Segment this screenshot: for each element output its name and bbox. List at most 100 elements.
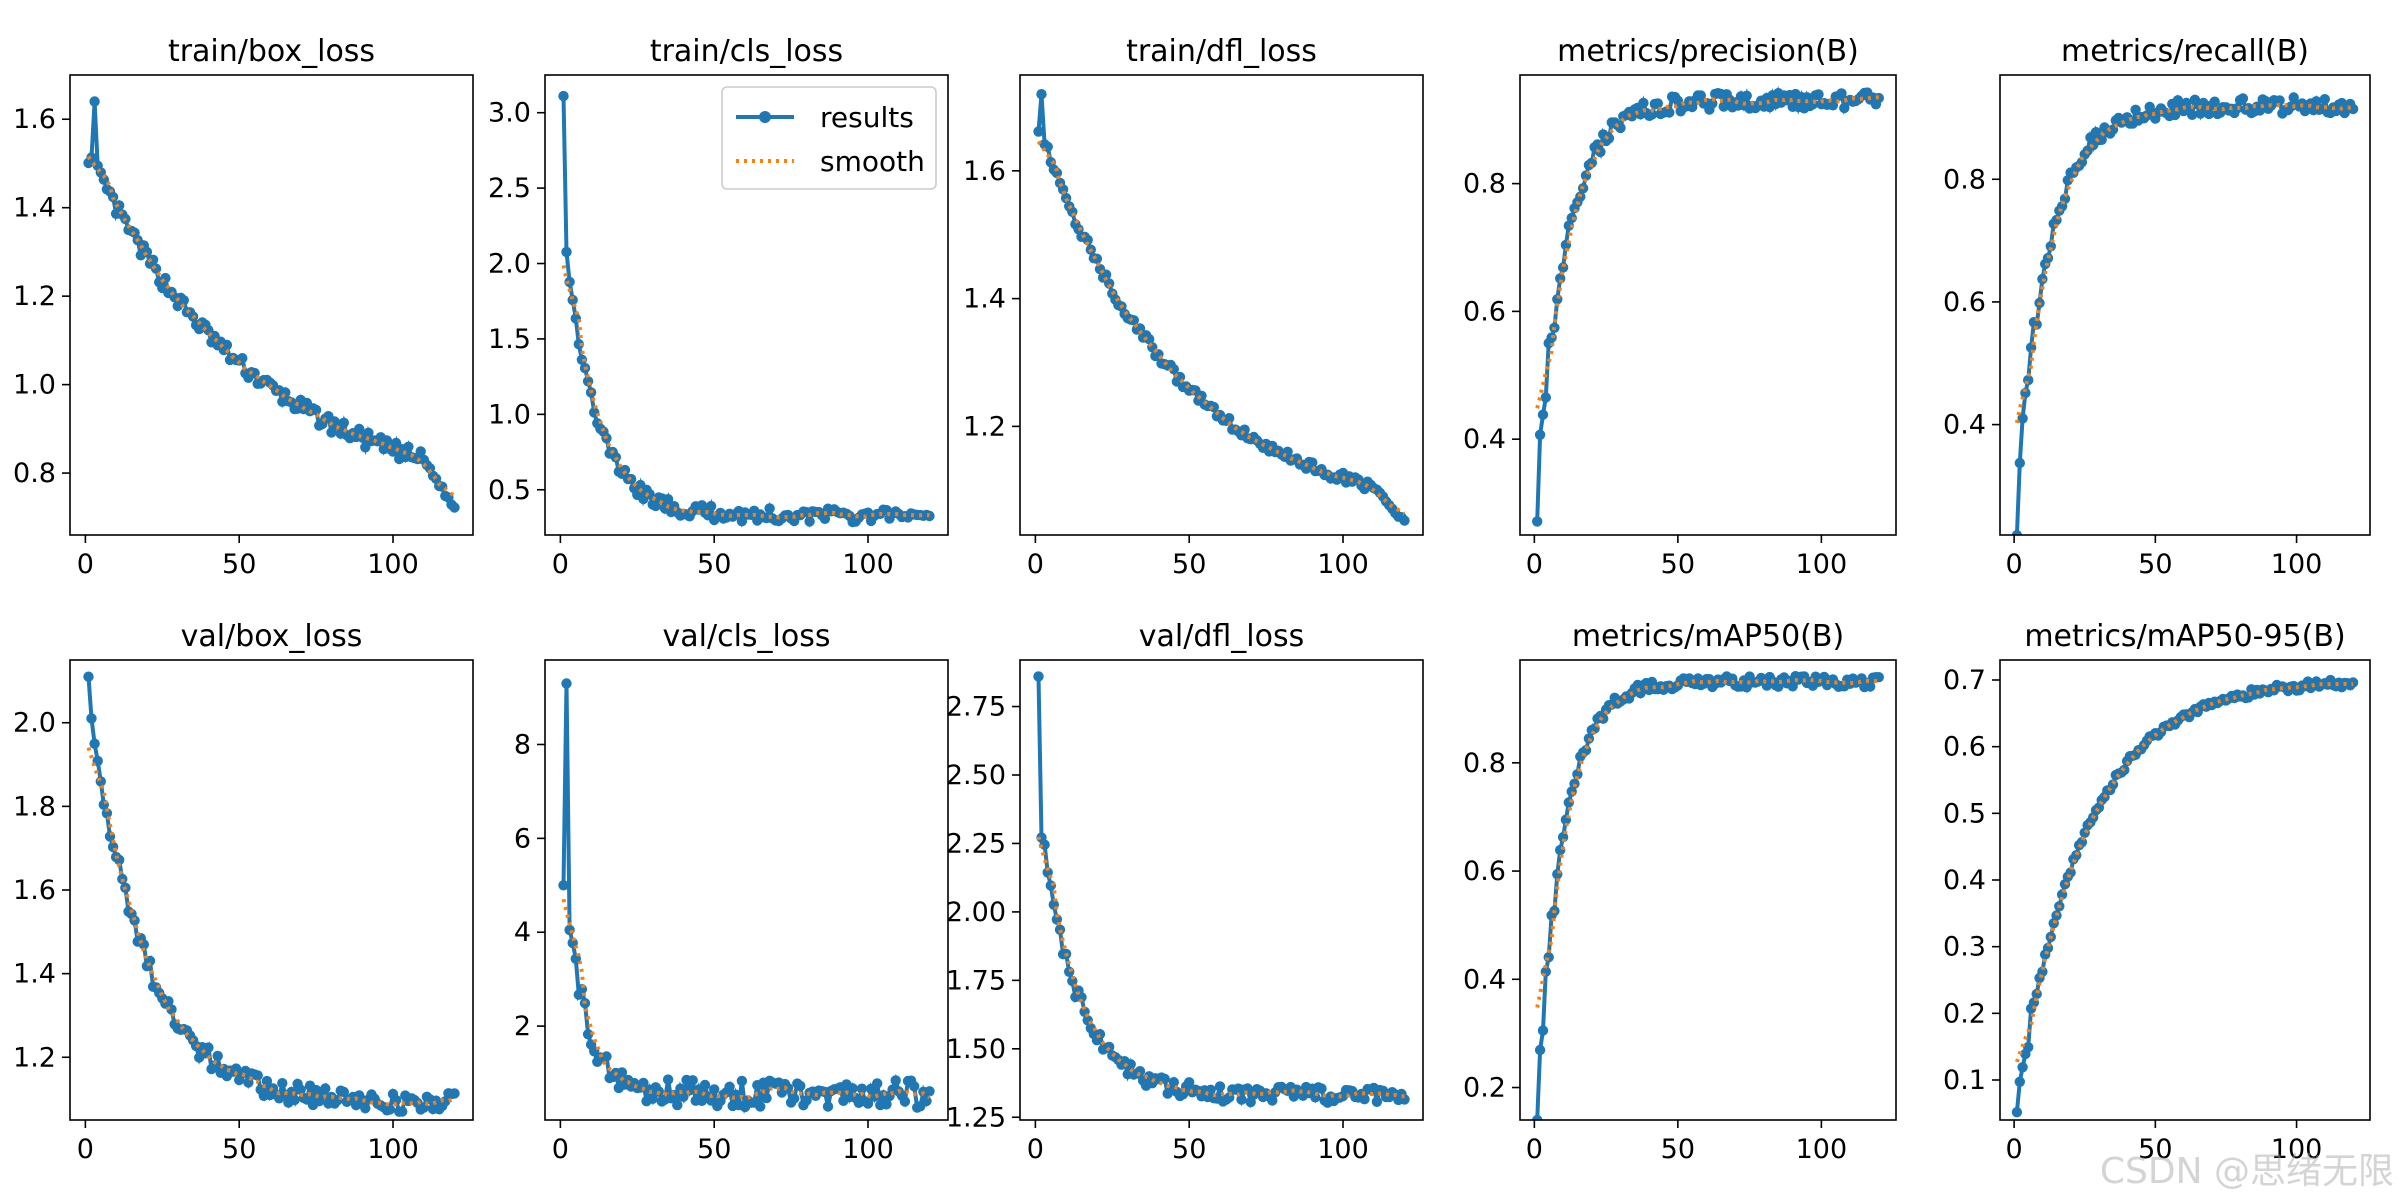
x-tick-label: 100 [1317, 549, 1369, 580]
results-point [1316, 1083, 1327, 1094]
results-point [101, 808, 113, 819]
x-tick-label: 50 [2138, 549, 2172, 580]
results-point [2319, 94, 2330, 105]
y-tick-label: 1.2 [963, 411, 1006, 442]
results-point [1566, 212, 1577, 224]
results-line [86, 676, 455, 1116]
y-tick-label: 0.6 [1943, 287, 1986, 318]
results-point [2023, 1042, 2034, 1053]
subplot-title: val/dfl_loss [1139, 619, 1304, 654]
y-tick-label: 1.6 [13, 875, 56, 906]
results-point [705, 500, 717, 512]
results-point [1399, 1094, 1410, 1105]
results-point [1569, 778, 1580, 789]
results-point [326, 427, 337, 438]
results-point [203, 1042, 214, 1053]
y-tick-label: 3.0 [488, 98, 531, 129]
results-point [1224, 413, 1235, 424]
y-tick-label: 1.2 [13, 1042, 56, 1073]
results-point [558, 880, 569, 891]
results-point [1036, 89, 1047, 100]
results-point [390, 1094, 402, 1106]
results-point [1540, 392, 1552, 403]
y-tick-label: 0.6 [1463, 856, 1506, 887]
results-point [129, 915, 140, 926]
results-point [403, 441, 414, 452]
results-point [1534, 429, 1546, 440]
y-tick-label: 1.50 [946, 1034, 1006, 1065]
results-point [415, 446, 426, 457]
results-point [2311, 96, 2322, 107]
y-tick-label: 0.2 [1943, 998, 1986, 1029]
results-point [221, 339, 233, 351]
plot-area [558, 90, 935, 529]
x-tick-label: 100 [2271, 1134, 2323, 1165]
results-point [1399, 515, 1410, 526]
plot-area [1033, 671, 1410, 1109]
y-tick-label: 2 [514, 1011, 531, 1042]
smooth-line [1036, 836, 1405, 1099]
results-point [789, 1093, 800, 1104]
y-tick-label: 0.1 [1943, 1065, 1986, 1096]
results-point [764, 503, 775, 514]
results-point [672, 1099, 683, 1111]
x-tick-label: 0 [1027, 549, 1044, 580]
axes-frame [544, 659, 949, 1121]
axes-frame [1999, 74, 2371, 536]
results-point [1214, 1081, 1226, 1092]
x-tick-label: 0 [552, 1134, 569, 1165]
axes-frame [1019, 74, 1424, 536]
axes-frame [1019, 659, 1424, 1121]
results-point [1168, 364, 1180, 375]
results-point [724, 1081, 735, 1093]
y-tick-label: 1.5 [488, 324, 531, 355]
smooth-line [1036, 140, 1406, 516]
subplot-title: metrics/precision(B) [1557, 34, 1859, 69]
results-point [1267, 1095, 1278, 1106]
smooth-line [561, 264, 930, 520]
y-tick-label: 2.5 [488, 173, 531, 204]
y-tick-label: 0.4 [1943, 410, 1986, 441]
results-point [687, 1075, 698, 1086]
results-point [647, 1093, 658, 1105]
y-tick-label: 0.3 [1943, 932, 1986, 963]
y-tick-label: 1.8 [13, 791, 56, 822]
results-point [573, 339, 584, 350]
y-tick-label: 1.0 [488, 399, 531, 430]
axes-frame [69, 74, 474, 536]
watermark-text: CSDN @思绪无限 [2099, 1151, 2394, 1192]
y-tick-label: 1.6 [13, 104, 56, 135]
results-point [449, 502, 460, 513]
results-point [662, 494, 674, 505]
results-point [2237, 93, 2249, 104]
y-tick-label: 0.5 [488, 475, 531, 506]
results-point [163, 996, 174, 1007]
results-point [1125, 1059, 1136, 1070]
results-point [1064, 966, 1075, 977]
results-point [1646, 109, 1658, 120]
results-point [2045, 241, 2056, 252]
results-point [95, 776, 107, 787]
x-tick-label: 0 [77, 549, 94, 580]
results-point [1532, 1114, 1543, 1120]
smooth-line [2015, 681, 2354, 1063]
x-tick-label: 50 [222, 549, 256, 580]
y-tick-label: 2.0 [13, 708, 56, 739]
results-point [576, 354, 588, 365]
results-point [795, 1080, 806, 1092]
x-tick-label: 100 [842, 549, 894, 580]
y-tick-label: 0.6 [1463, 296, 1506, 327]
x-tick-label: 100 [1317, 1134, 1369, 1165]
results-point [354, 423, 365, 435]
results-point [558, 90, 569, 102]
y-tick-label: 0.8 [1463, 748, 1506, 779]
y-tick-label: 0.2 [1463, 1073, 1506, 1104]
results-point [610, 452, 621, 463]
y-tick-label: 2.50 [946, 760, 1006, 791]
y-tick-label: 6 [514, 823, 531, 854]
results-point [83, 671, 94, 682]
results-point [650, 500, 661, 512]
results-point [856, 1083, 868, 1094]
results-point [1534, 1044, 1546, 1056]
x-tick-label: 0 [1027, 1134, 1044, 1165]
